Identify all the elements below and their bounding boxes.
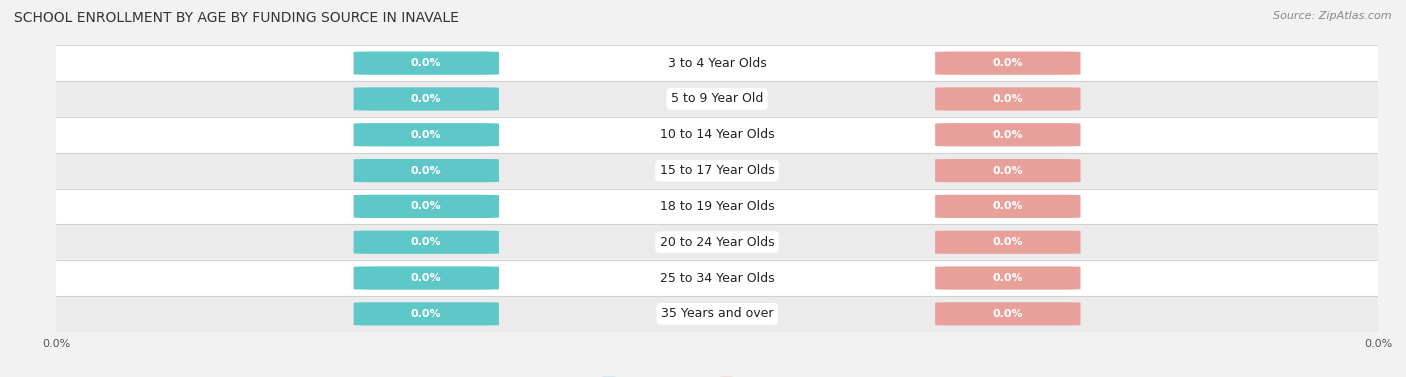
Text: 20 to 24 Year Olds: 20 to 24 Year Olds xyxy=(659,236,775,249)
Bar xyxy=(56,224,1378,260)
Text: 25 to 34 Year Olds: 25 to 34 Year Olds xyxy=(659,271,775,285)
Bar xyxy=(56,260,1378,296)
Text: 0.0%: 0.0% xyxy=(411,273,441,283)
Text: 3 to 4 Year Olds: 3 to 4 Year Olds xyxy=(668,57,766,70)
Bar xyxy=(56,296,1378,332)
FancyBboxPatch shape xyxy=(353,195,499,218)
FancyBboxPatch shape xyxy=(935,195,1080,218)
Text: 0.0%: 0.0% xyxy=(411,309,441,319)
Text: 0.0%: 0.0% xyxy=(411,201,441,211)
FancyBboxPatch shape xyxy=(935,87,1080,110)
Text: 0.0%: 0.0% xyxy=(411,166,441,176)
Bar xyxy=(56,117,1378,153)
Text: 0.0%: 0.0% xyxy=(993,130,1024,140)
Text: 0.0%: 0.0% xyxy=(411,130,441,140)
Text: 35 Years and over: 35 Years and over xyxy=(661,307,773,320)
Text: 0.0%: 0.0% xyxy=(411,237,441,247)
Legend: Public School, Private School: Public School, Private School xyxy=(598,372,837,377)
Text: 0.0%: 0.0% xyxy=(993,58,1024,68)
FancyBboxPatch shape xyxy=(353,159,499,182)
FancyBboxPatch shape xyxy=(935,267,1080,290)
FancyBboxPatch shape xyxy=(353,302,499,325)
Text: 0.0%: 0.0% xyxy=(993,237,1024,247)
Text: Source: ZipAtlas.com: Source: ZipAtlas.com xyxy=(1274,11,1392,21)
FancyBboxPatch shape xyxy=(353,123,499,146)
FancyBboxPatch shape xyxy=(935,231,1080,254)
Text: 18 to 19 Year Olds: 18 to 19 Year Olds xyxy=(659,200,775,213)
FancyBboxPatch shape xyxy=(353,87,499,110)
Text: 0.0%: 0.0% xyxy=(993,309,1024,319)
FancyBboxPatch shape xyxy=(935,52,1080,75)
FancyBboxPatch shape xyxy=(935,123,1080,146)
Text: 0.0%: 0.0% xyxy=(993,166,1024,176)
Text: 15 to 17 Year Olds: 15 to 17 Year Olds xyxy=(659,164,775,177)
Text: 0.0%: 0.0% xyxy=(411,94,441,104)
Bar xyxy=(56,188,1378,224)
FancyBboxPatch shape xyxy=(935,159,1080,182)
Text: 10 to 14 Year Olds: 10 to 14 Year Olds xyxy=(659,128,775,141)
FancyBboxPatch shape xyxy=(353,231,499,254)
Text: 0.0%: 0.0% xyxy=(993,94,1024,104)
Bar xyxy=(56,153,1378,188)
Text: 0.0%: 0.0% xyxy=(411,58,441,68)
FancyBboxPatch shape xyxy=(353,267,499,290)
Text: SCHOOL ENROLLMENT BY AGE BY FUNDING SOURCE IN INAVALE: SCHOOL ENROLLMENT BY AGE BY FUNDING SOUR… xyxy=(14,11,458,25)
Text: 0.0%: 0.0% xyxy=(993,201,1024,211)
Text: 0.0%: 0.0% xyxy=(993,273,1024,283)
FancyBboxPatch shape xyxy=(353,52,499,75)
Text: 5 to 9 Year Old: 5 to 9 Year Old xyxy=(671,92,763,106)
FancyBboxPatch shape xyxy=(935,302,1080,325)
Bar xyxy=(56,81,1378,117)
Bar xyxy=(56,45,1378,81)
